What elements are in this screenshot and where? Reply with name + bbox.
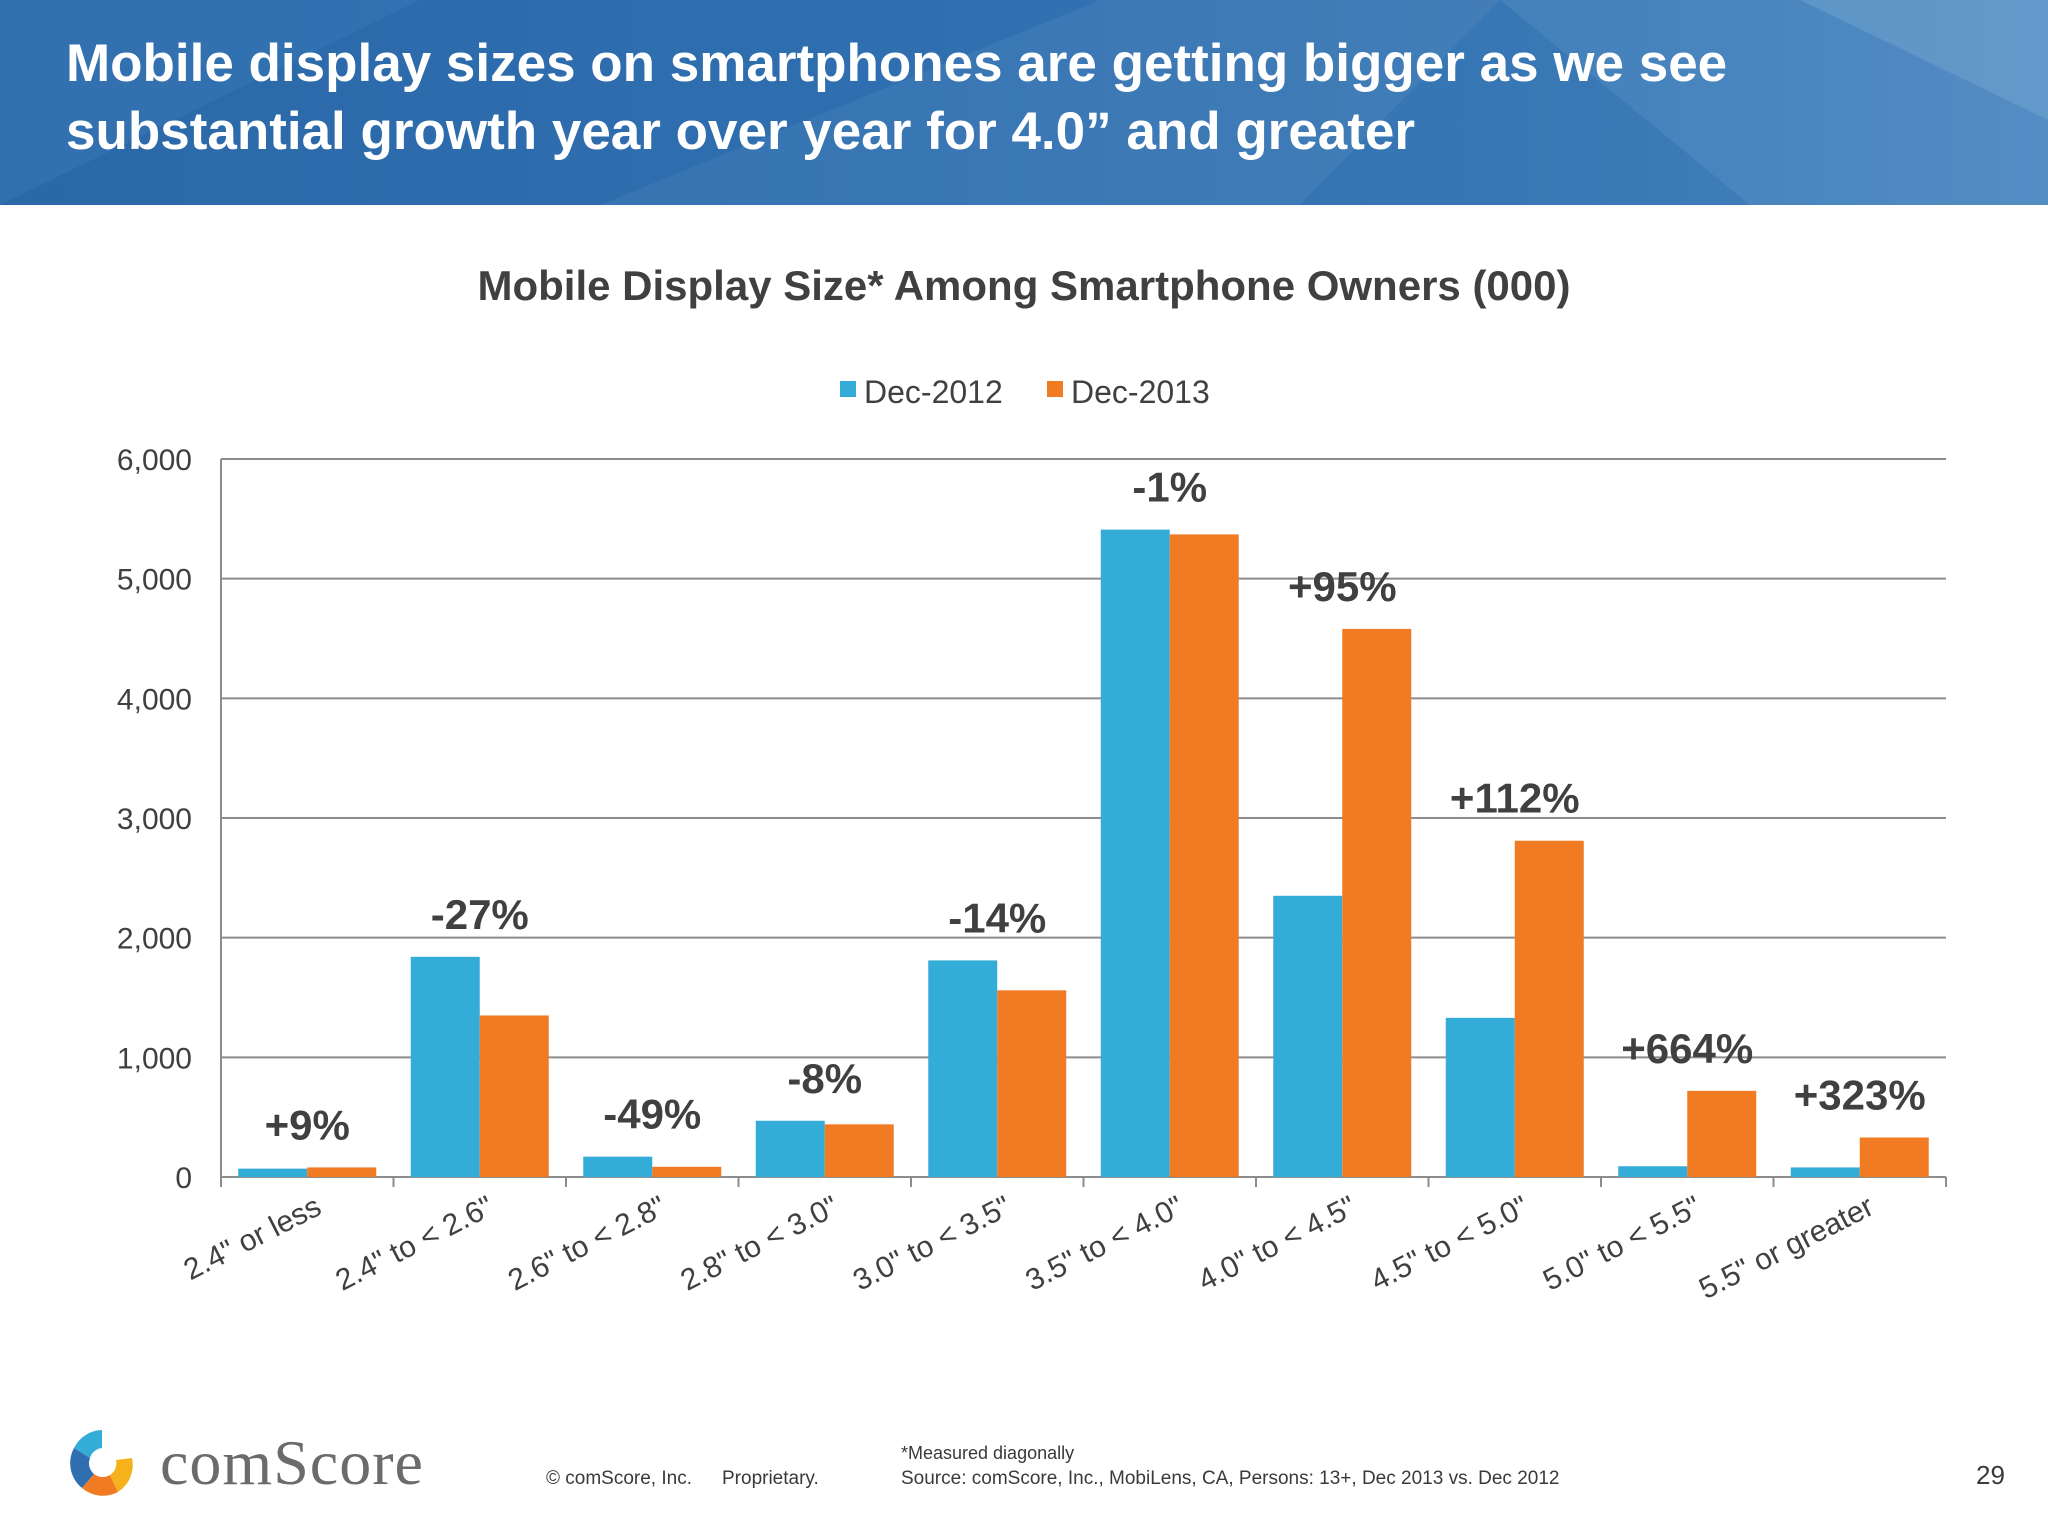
- bar-dec-2012: [583, 1156, 653, 1177]
- growth-label: -14%: [948, 894, 1046, 941]
- growth-label: +9%: [265, 1101, 350, 1148]
- bar-dec-2012: [1273, 895, 1343, 1177]
- y-tick-label: 4,000: [117, 683, 192, 716]
- bar-dec-2013: [307, 1167, 377, 1177]
- chart-title: Mobile Display Size* Among Smartphone Ow…: [477, 262, 1570, 309]
- y-tick-label: 2,000: [117, 923, 192, 956]
- page-number: 29: [1976, 1460, 2005, 1490]
- legend-label-dec-2013: Dec-2013: [1071, 374, 1210, 410]
- slide-title-line-2: substantial growth year over year for 4.…: [66, 102, 1416, 161]
- bar-dec-2013: [997, 990, 1067, 1177]
- bar-dec-2013: [1687, 1090, 1757, 1177]
- y-tick-label: 1,000: [117, 1042, 192, 1075]
- comscore-logo-icon: [70, 1430, 133, 1496]
- x-category-label: 2.8" to < 3.0": [675, 1190, 843, 1298]
- slide-title-line-1: Mobile display sizes on smartphones are …: [66, 34, 1728, 93]
- growth-label: -27%: [431, 891, 529, 938]
- bar-dec-2012: [755, 1120, 825, 1177]
- y-tick-label: 6,000: [117, 444, 192, 477]
- x-category-label: 2.6" to < 2.8": [503, 1190, 671, 1298]
- footnote-measured: *Measured diagonally: [901, 1443, 1075, 1463]
- y-tick-label: 5,000: [117, 564, 192, 597]
- bar-dec-2013: [1169, 534, 1239, 1177]
- copyright-text: © comScore, Inc.: [546, 1468, 692, 1489]
- bar-dec-2013: [479, 1015, 549, 1177]
- growth-label: +664%: [1621, 1025, 1753, 1072]
- bar-chart: Mobile Display Size* Among Smartphone Ow…: [117, 262, 1947, 1306]
- title-banner: Mobile display sizes on smartphones are …: [0, 0, 2048, 205]
- legend-swatch-dec-2013: [1047, 381, 1063, 397]
- growth-label: -49%: [603, 1091, 701, 1138]
- bar-dec-2012: [1445, 1017, 1515, 1177]
- growth-label: -1%: [1132, 464, 1207, 511]
- proprietary-text: Proprietary.: [722, 1468, 819, 1489]
- banner-decoration: [0, 0, 2048, 205]
- growth-label: +95%: [1288, 563, 1397, 610]
- x-category-label: 4.5" to < 5.0": [1365, 1190, 1533, 1298]
- bar-dec-2012: [410, 956, 480, 1177]
- source-note: Source: comScore, Inc., MobiLens, CA, Pe…: [901, 1468, 1560, 1489]
- legend-swatch-dec-2012: [840, 381, 856, 397]
- growth-label: -8%: [787, 1055, 862, 1102]
- bar-dec-2012: [928, 960, 998, 1177]
- bar-dec-2012: [1618, 1166, 1688, 1177]
- x-category-label: 5.0" to < 5.5": [1538, 1190, 1706, 1298]
- bar-dec-2012: [238, 1168, 308, 1177]
- legend-label-dec-2012: Dec-2012: [864, 374, 1003, 410]
- x-category-label: 3.5" to < 4.0": [1020, 1190, 1188, 1298]
- x-category-label: 5.5" or greater: [1694, 1190, 1879, 1306]
- growth-label: +323%: [1794, 1072, 1926, 1119]
- bar-dec-2013: [1342, 628, 1412, 1177]
- bar-dec-2013: [652, 1166, 722, 1177]
- x-category-label: 4.0" to < 4.5": [1193, 1190, 1361, 1298]
- x-category-label: 2.4" to < 2.6": [330, 1190, 498, 1298]
- comscore-logo-text: comScore: [160, 1427, 424, 1498]
- bar-dec-2013: [1514, 840, 1584, 1177]
- bar-dec-2013: [824, 1124, 894, 1177]
- bar-dec-2012: [1100, 529, 1170, 1177]
- growth-label: +112%: [1450, 775, 1580, 822]
- y-tick-label: 0: [175, 1162, 192, 1195]
- bar-dec-2013: [1859, 1137, 1929, 1177]
- x-category-label: 2.4" or less: [179, 1190, 327, 1287]
- x-category-label: 3.0" to < 3.5": [848, 1190, 1016, 1298]
- bar-dec-2012: [1790, 1167, 1860, 1177]
- y-tick-label: 3,000: [117, 803, 192, 836]
- slide-title: Mobile display sizes on smartphones are …: [66, 30, 1966, 166]
